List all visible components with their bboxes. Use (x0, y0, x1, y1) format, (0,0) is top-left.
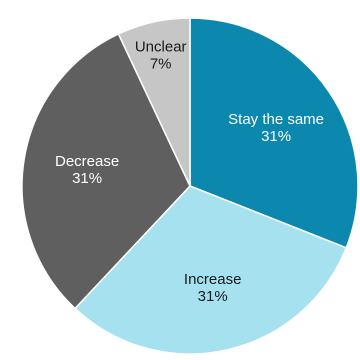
slice-value-label: 31% (261, 128, 291, 145)
pie-slice-increase (73, 185, 348, 355)
slice-value-label: 31% (72, 170, 102, 187)
slice-label: Decrease (55, 153, 119, 170)
pie-slice-decrease (21, 32, 191, 310)
slice-value-label: 31% (198, 288, 228, 305)
slice-label: Unclear (135, 38, 187, 55)
pie-labels: Stay the same31%Increase31%Decrease31%Un… (55, 38, 324, 305)
pie-slice-stay-the-same (189, 17, 359, 249)
pie-slice-unclear (117, 17, 191, 187)
slice-label: Stay the same (228, 111, 324, 128)
slice-label: Increase (184, 271, 242, 288)
pie-slices (21, 17, 359, 355)
slice-value-label: 7% (150, 55, 172, 72)
